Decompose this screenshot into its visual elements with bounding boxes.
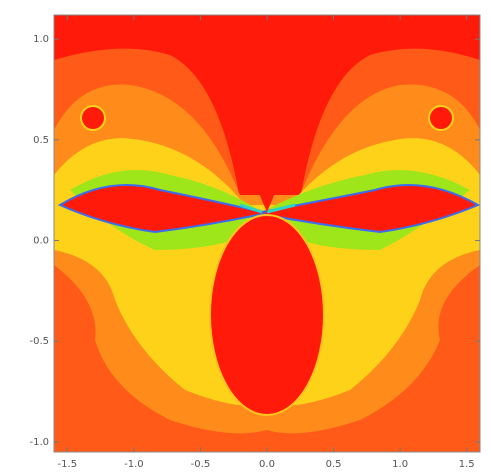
x-tick-label: -1.5 [58, 459, 78, 470]
page: -1.5 -1.0 -0.5 0.0 0.5 1.0 1.5 -1.0 -0.5 0.0 0.5 1.… [0, 0, 491, 472]
y-tick-label: -1.0 [29, 437, 49, 448]
y-tick-label: 1.0 [33, 34, 49, 45]
x-tick-label: -0.5 [191, 459, 211, 470]
x-tick-label: 1.5 [459, 459, 475, 470]
x-tick-label: 0.0 [259, 459, 275, 470]
x-tick-label: 1.0 [392, 459, 408, 470]
y-tick-label: -0.5 [29, 336, 49, 347]
fractal-image [54, 15, 480, 452]
chart: -1.5 -1.0 -0.5 0.0 0.5 1.0 1.5 -1.0 -0.5 0.0 0.5 1.… [0, 0, 491, 472]
x-tick-label: -1.0 [124, 459, 144, 470]
x-tick-label: 0.5 [326, 459, 342, 470]
y-tick-label: 0.0 [33, 236, 49, 247]
y-tick-label: 0.5 [33, 135, 49, 146]
